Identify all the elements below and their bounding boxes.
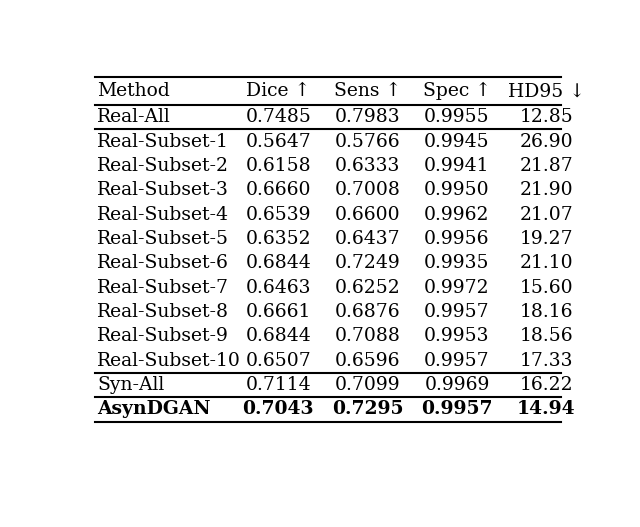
Text: Real-Subset-10: Real-Subset-10 [97,352,241,369]
Text: 0.9950: 0.9950 [424,181,490,199]
Text: 0.7295: 0.7295 [332,401,403,418]
Text: 21.07: 21.07 [520,206,573,223]
Text: 0.9969: 0.9969 [424,376,490,394]
Text: 14.94: 14.94 [517,401,575,418]
Text: 0.5766: 0.5766 [335,133,401,151]
Text: 15.60: 15.60 [520,279,573,297]
Text: Real-Subset-5: Real-Subset-5 [97,230,229,248]
Text: Method: Method [97,82,170,100]
Text: Real-Subset-7: Real-Subset-7 [97,279,229,297]
Text: 0.7983: 0.7983 [335,108,401,126]
Text: 19.27: 19.27 [520,230,573,248]
Text: 0.9972: 0.9972 [424,279,490,297]
Text: 0.9956: 0.9956 [424,230,490,248]
Text: 0.7249: 0.7249 [335,255,401,272]
Text: 16.22: 16.22 [520,376,573,394]
Text: Real-Subset-6: Real-Subset-6 [97,255,229,272]
Text: 0.6596: 0.6596 [335,352,401,369]
Text: Real-Subset-4: Real-Subset-4 [97,206,229,223]
Text: 0.6660: 0.6660 [246,181,311,199]
Text: 0.7114: 0.7114 [246,376,311,394]
Text: 0.6661: 0.6661 [246,303,311,321]
Text: 0.6352: 0.6352 [246,230,311,248]
Text: 0.9935: 0.9935 [424,255,490,272]
Text: 0.5647: 0.5647 [246,133,311,151]
Text: Real-Subset-2: Real-Subset-2 [97,157,229,175]
Text: 0.6252: 0.6252 [335,279,401,297]
Text: 21.87: 21.87 [520,157,573,175]
Text: 18.56: 18.56 [520,327,573,345]
Text: 0.6437: 0.6437 [335,230,401,248]
Text: 21.90: 21.90 [520,181,573,199]
Text: HD95 ↓: HD95 ↓ [508,82,585,100]
Text: 17.33: 17.33 [520,352,573,369]
Text: 0.9941: 0.9941 [424,157,490,175]
Text: Real-All: Real-All [97,108,171,126]
Text: 0.7008: 0.7008 [335,181,401,199]
Text: 0.9957: 0.9957 [424,352,490,369]
Text: 0.6158: 0.6158 [246,157,311,175]
Text: Real-Subset-9: Real-Subset-9 [97,327,229,345]
Text: Syn-All: Syn-All [97,376,164,394]
Text: Dice ↑: Dice ↑ [246,82,310,100]
Text: Real-Subset-1: Real-Subset-1 [97,133,229,151]
Text: 12.85: 12.85 [520,108,573,126]
Text: 0.6463: 0.6463 [246,279,311,297]
Text: AsynDGAN: AsynDGAN [97,401,211,418]
Text: 0.7485: 0.7485 [246,108,311,126]
Text: 0.9962: 0.9962 [424,206,490,223]
Text: 0.9955: 0.9955 [424,108,490,126]
Text: 18.16: 18.16 [520,303,573,321]
Text: 0.9945: 0.9945 [424,133,490,151]
Text: 0.6844: 0.6844 [246,327,311,345]
Text: 0.9957: 0.9957 [424,303,490,321]
Text: 26.90: 26.90 [520,133,573,151]
Text: 0.6876: 0.6876 [335,303,401,321]
Text: 0.6600: 0.6600 [335,206,401,223]
Text: 0.7099: 0.7099 [335,376,401,394]
Text: Real-Subset-3: Real-Subset-3 [97,181,229,199]
Text: 0.6844: 0.6844 [246,255,311,272]
Text: Spec ↑: Spec ↑ [423,82,491,100]
Text: Real-Subset-8: Real-Subset-8 [97,303,229,321]
Text: 0.7043: 0.7043 [243,401,314,418]
Text: 0.6507: 0.6507 [246,352,311,369]
Text: 0.9957: 0.9957 [421,401,493,418]
Text: 0.7088: 0.7088 [335,327,401,345]
Text: 0.9953: 0.9953 [424,327,490,345]
Text: 21.10: 21.10 [520,255,573,272]
Text: 0.6333: 0.6333 [335,157,401,175]
Text: 0.6539: 0.6539 [246,206,311,223]
Text: Sens ↑: Sens ↑ [334,82,401,100]
